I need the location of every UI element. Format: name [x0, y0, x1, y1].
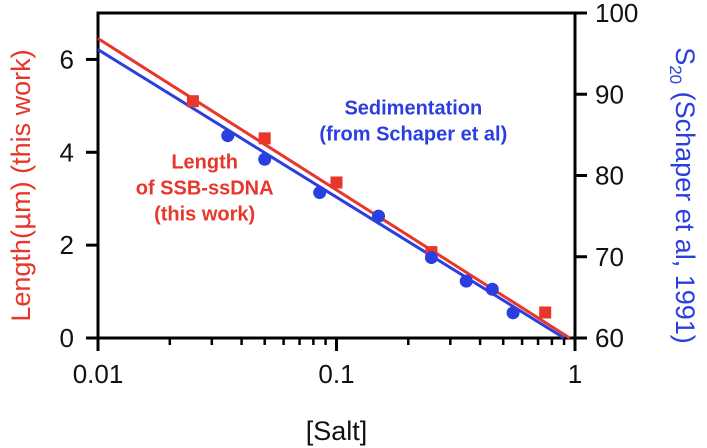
- data-point-square: [539, 306, 552, 319]
- y-left-tick-label: 4: [60, 137, 74, 167]
- data-point-circle: [506, 306, 520, 320]
- y-right-label-part: S: [670, 47, 700, 65]
- data-point-circle: [459, 274, 473, 288]
- annotation-line: Length: [171, 152, 238, 174]
- y-left-tick-label: 6: [60, 44, 74, 74]
- data-point-circle: [258, 152, 272, 166]
- data-point-square: [186, 95, 199, 108]
- data-point-square: [330, 176, 343, 189]
- x-tick-label: 0.01: [73, 359, 124, 389]
- annotation-line: Sedimentation: [344, 98, 482, 120]
- data-point-circle: [313, 186, 327, 200]
- y-right-label-part: (Schaper et al, 1991): [670, 84, 700, 344]
- y-left-label-part: Length: [6, 239, 36, 322]
- x-tick-label: 1: [568, 359, 582, 389]
- annotation-line: (this work): [154, 204, 255, 226]
- data-point-circle: [221, 129, 235, 143]
- plot-area: 0.01 0.1 1024660708090100[Salt]Length(μm) …: [6, 0, 700, 446]
- y-left-label-part: (: [6, 230, 36, 239]
- y-left-tick-label: 0: [60, 323, 74, 353]
- data-point-square: [258, 132, 271, 145]
- y-right-axis-label: S20 (Schaper et al, 1991): [666, 47, 700, 344]
- y-left-label-part: m) (this work): [6, 49, 36, 213]
- y-right-tick-label: 100: [595, 0, 638, 28]
- y-right-tick-label: 60: [595, 323, 624, 353]
- x-tick-label: 0.1: [318, 359, 354, 389]
- data-point-circle: [371, 209, 385, 223]
- y-left-label-part: μ: [6, 213, 37, 230]
- annotation-line: of SSB-ssDNA: [136, 178, 274, 200]
- plot-frame: [96, 11, 577, 340]
- y-right-label-part: 20: [666, 65, 685, 84]
- y-left-tick-label: 2: [60, 230, 74, 260]
- x-axis-label: [Salt]: [306, 416, 368, 446]
- y-right-tick-label: 70: [595, 242, 624, 272]
- annotation-line: (from Schaper et al): [319, 124, 507, 146]
- y-right-tick-label: 80: [595, 161, 624, 191]
- y-right-tick-label: 90: [595, 79, 624, 109]
- data-point-circle: [424, 251, 438, 265]
- data-point-circle: [485, 282, 499, 296]
- y-left-axis-label: Length(μm) (this work): [6, 49, 37, 321]
